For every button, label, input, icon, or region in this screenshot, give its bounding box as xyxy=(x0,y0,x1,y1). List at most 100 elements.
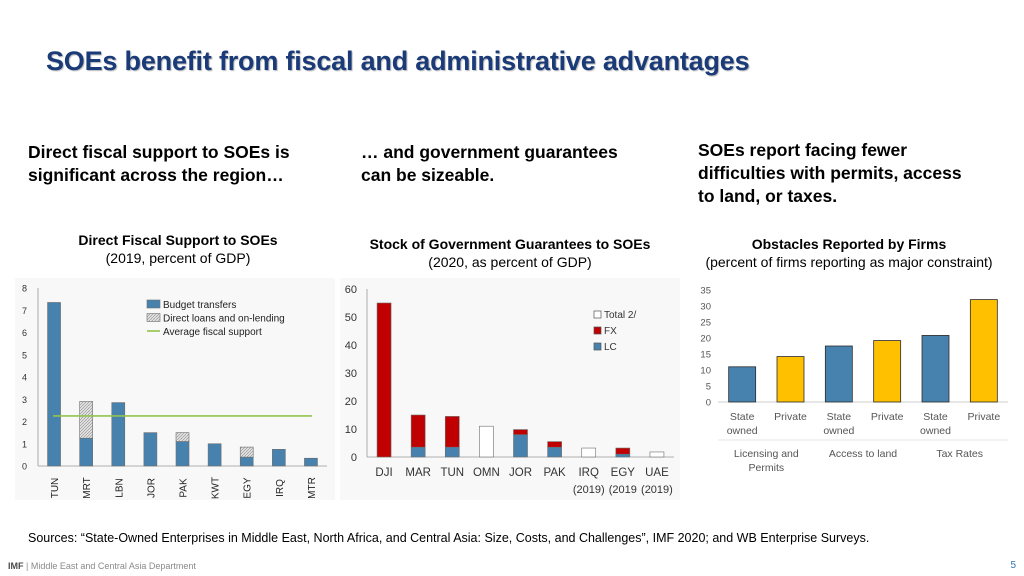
y-tick-label: 30 xyxy=(700,302,711,313)
x-tick-label-dji: DJI xyxy=(375,467,392,479)
bar-jor-fx xyxy=(513,429,528,435)
chart-title-mid: Stock of Government Guarantees to SOEs (… xyxy=(340,235,680,271)
chart-title-mid-main: Stock of Government Guarantees to SOEs xyxy=(369,236,651,252)
y-tick-label: 5 xyxy=(706,382,711,393)
chart-title-mid-sub: (2020, as percent of GDP) xyxy=(428,254,592,270)
slide-title: SOEs benefit from fiscal and administrat… xyxy=(46,46,750,76)
bar-tun-budget-transfers xyxy=(47,302,61,467)
x-tick-label-irq: IRQ xyxy=(578,467,599,479)
y-tick-label: 40 xyxy=(345,340,357,352)
bar-mrt-budget-transfers xyxy=(79,437,93,467)
footer-department: IMF | Middle East and Central Asia Depar… xyxy=(8,561,196,571)
bar-pak-direct-loans-and-on-lending xyxy=(175,432,190,442)
y-tick-label: 0 xyxy=(22,462,27,472)
lead-mid-line-2: can be sizeable. xyxy=(361,165,495,185)
department-name: Middle East and Central Asia Department xyxy=(30,561,196,571)
legend-label-direct-loans: Direct loans and on-lending xyxy=(163,314,285,325)
lead-right-line-2: difficulties with permits, access xyxy=(698,163,962,183)
footer: IMF | Middle East and Central Asia Depar… xyxy=(0,558,1024,576)
x-tick-label-private: Private xyxy=(774,411,807,423)
legend-swatch-lc xyxy=(593,342,602,351)
legend-swatch-fx xyxy=(593,326,602,335)
x-tick-label-tun: TUN xyxy=(50,478,61,499)
x-tick-label-tun: TUN xyxy=(440,467,464,479)
legend-swatch-total-2 xyxy=(593,310,602,319)
plot-background xyxy=(15,278,335,500)
bar-mrt-direct-loans-and-on-lending xyxy=(79,401,93,439)
y-tick-label: 60 xyxy=(345,284,357,296)
x-tick-label-uae: UAE xyxy=(645,467,669,479)
x-tick-label-irq: IRQ xyxy=(275,479,286,497)
x-tick-label-egy: EGY xyxy=(243,477,254,498)
bar-lbn-budget-transfers xyxy=(111,402,126,467)
x-tick-label-state-owned: owned xyxy=(727,425,758,437)
bar-egy-direct-loans-and-on-lending xyxy=(239,446,254,458)
sources-note: Sources: “State-Owned Enterprises in Mid… xyxy=(28,531,870,545)
bar-uae-total-2 xyxy=(649,451,665,458)
bar-egy-budget-transfers xyxy=(239,456,254,467)
bar-mar-fx xyxy=(410,414,426,448)
imf-logo-text: IMF xyxy=(8,561,24,571)
lead-right-line-3: to land, or taxes. xyxy=(698,186,838,206)
obstacles-chart: 0 5 10 15 20 25 30 35 State owned Private State owne… xyxy=(690,280,1020,485)
x-tick-label-kwt: KWT xyxy=(211,477,222,499)
bar-0-state-owned xyxy=(728,366,757,403)
bar-egy-fx xyxy=(615,447,631,455)
group-label-licensing-and-permits: Permits xyxy=(749,462,785,474)
group-label-access-to-land: Access to land xyxy=(829,448,897,460)
chart-title-left: Direct Fiscal Support to SOEs (2019, per… xyxy=(28,231,328,267)
x-tick-label-state-owned: State xyxy=(923,411,948,423)
y-tick-label: 5 xyxy=(22,350,27,360)
x-tick-label-pak: PAK xyxy=(179,478,190,498)
x-tick-label-egy: EGY xyxy=(611,467,636,479)
y-tick-label: 6 xyxy=(22,328,27,338)
y-tick-label: 30 xyxy=(345,368,357,380)
x-tick-label-state-owned: State xyxy=(730,411,755,423)
x-tick-label-mtr: MTR xyxy=(307,477,318,499)
chart-title-left-main: Direct Fiscal Support to SOEs xyxy=(78,232,278,248)
y-tick-label: 7 xyxy=(22,306,27,316)
legend-label-average: Average fiscal support xyxy=(163,327,262,338)
y-tick-label: 0 xyxy=(351,452,357,464)
x-tick-label-state-owned: owned xyxy=(823,425,854,437)
bar-pak-budget-transfers xyxy=(175,441,190,467)
bar-mar-lc xyxy=(410,446,426,458)
lead-right-line-1: SOEs report facing fewer xyxy=(698,140,908,160)
bar-egy-lc xyxy=(615,453,631,458)
bar-5-private xyxy=(969,299,998,403)
lead-text-right: SOEs report facing fewer difficulties wi… xyxy=(698,139,962,208)
x-tick-note-egy: (2019 xyxy=(609,484,637,496)
legend-label-lc: LC xyxy=(604,342,617,353)
bar-tun-lc xyxy=(444,446,460,458)
bar-jor-lc xyxy=(513,434,528,458)
x-tick-label-jor: JOR xyxy=(146,478,157,498)
y-tick-label: 25 xyxy=(700,318,711,329)
bar-irq-total-2 xyxy=(581,447,597,458)
y-tick-label: 10 xyxy=(700,366,711,377)
chart-title-right: Obstacles Reported by Firms (percent of … xyxy=(688,235,1010,271)
plot-background xyxy=(340,278,680,500)
x-tick-label-pak: PAK xyxy=(544,467,566,479)
x-tick-label-state-owned: owned xyxy=(920,425,951,437)
bar-irq-budget-transfers xyxy=(272,449,286,467)
y-tick-label: 20 xyxy=(345,396,357,408)
x-tick-label-private: Private xyxy=(967,411,1000,423)
group-label-licensing-and-permits: Licensing and xyxy=(734,448,799,460)
bar-dji-fx xyxy=(376,302,392,458)
bar-pak-fx xyxy=(547,441,562,448)
bar-jor-budget-transfers xyxy=(143,432,158,467)
y-tick-label: 3 xyxy=(22,395,27,405)
bar-3-private xyxy=(873,340,902,403)
fiscal-support-chart: 0 1 2 3 4 5 6 7 8 TUN MRT LBN JOR PAK KWT EGY IRQ MTR Budg… xyxy=(15,278,335,500)
y-tick-label: 0 xyxy=(706,398,711,409)
bar-2-state-owned xyxy=(824,345,853,403)
x-tick-label-lbn: LBN xyxy=(114,478,125,497)
y-tick-label: 8 xyxy=(22,284,27,294)
lead-left-line-1: Direct fiscal support to SOEs is xyxy=(28,142,290,162)
bar-kwt-budget-transfers xyxy=(207,443,222,467)
y-tick-label: 2 xyxy=(22,417,27,427)
lead-mid-line-1: … and government guarantees xyxy=(361,142,618,162)
chart-title-left-sub: (2019, percent of GDP) xyxy=(105,250,251,266)
lead-text-left: Direct fiscal support to SOEs is signifi… xyxy=(28,141,290,187)
y-tick-label: 10 xyxy=(345,424,357,436)
